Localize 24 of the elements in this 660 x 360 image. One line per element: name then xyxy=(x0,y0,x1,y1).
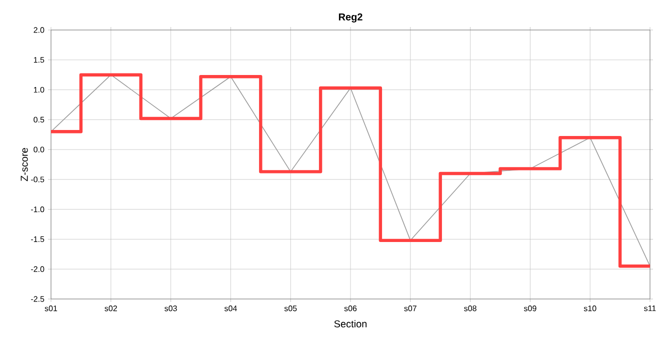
y-tick-label: 2.0 xyxy=(34,27,44,33)
x-tick-label: s01 xyxy=(44,306,58,312)
x-axis-title: Section xyxy=(334,320,367,328)
chart-title: Reg2 xyxy=(338,13,362,22)
y-tick-label: 1.0 xyxy=(34,86,44,93)
x-tick-label: s11 xyxy=(644,306,656,312)
x-tick-label: s07 xyxy=(404,306,416,312)
x-tick-label: s03 xyxy=(164,306,177,312)
x-tick-label: s06 xyxy=(344,306,357,312)
y-tick-label: 1.5 xyxy=(34,57,44,63)
y-tick-label: -1.0 xyxy=(31,206,44,212)
x-tick-label: s05 xyxy=(284,306,297,312)
x-tick-label: s08 xyxy=(464,306,476,312)
y-tick-label: 0.0 xyxy=(34,146,44,152)
y-tick-label: 0.5 xyxy=(34,116,44,123)
x-tick-label: s04 xyxy=(224,306,237,312)
x-tick-label: s10 xyxy=(584,306,596,312)
y-axis-title: Z-score xyxy=(20,148,28,182)
y-tick-label: -0.5 xyxy=(31,176,44,182)
x-tick-label: s09 xyxy=(524,306,536,312)
y-tick-label: -1.5 xyxy=(31,236,44,242)
y-tick-label: -2.5 xyxy=(31,296,44,302)
y-tick-label: -2.0 xyxy=(31,266,44,272)
x-tick-label: s02 xyxy=(104,306,117,312)
